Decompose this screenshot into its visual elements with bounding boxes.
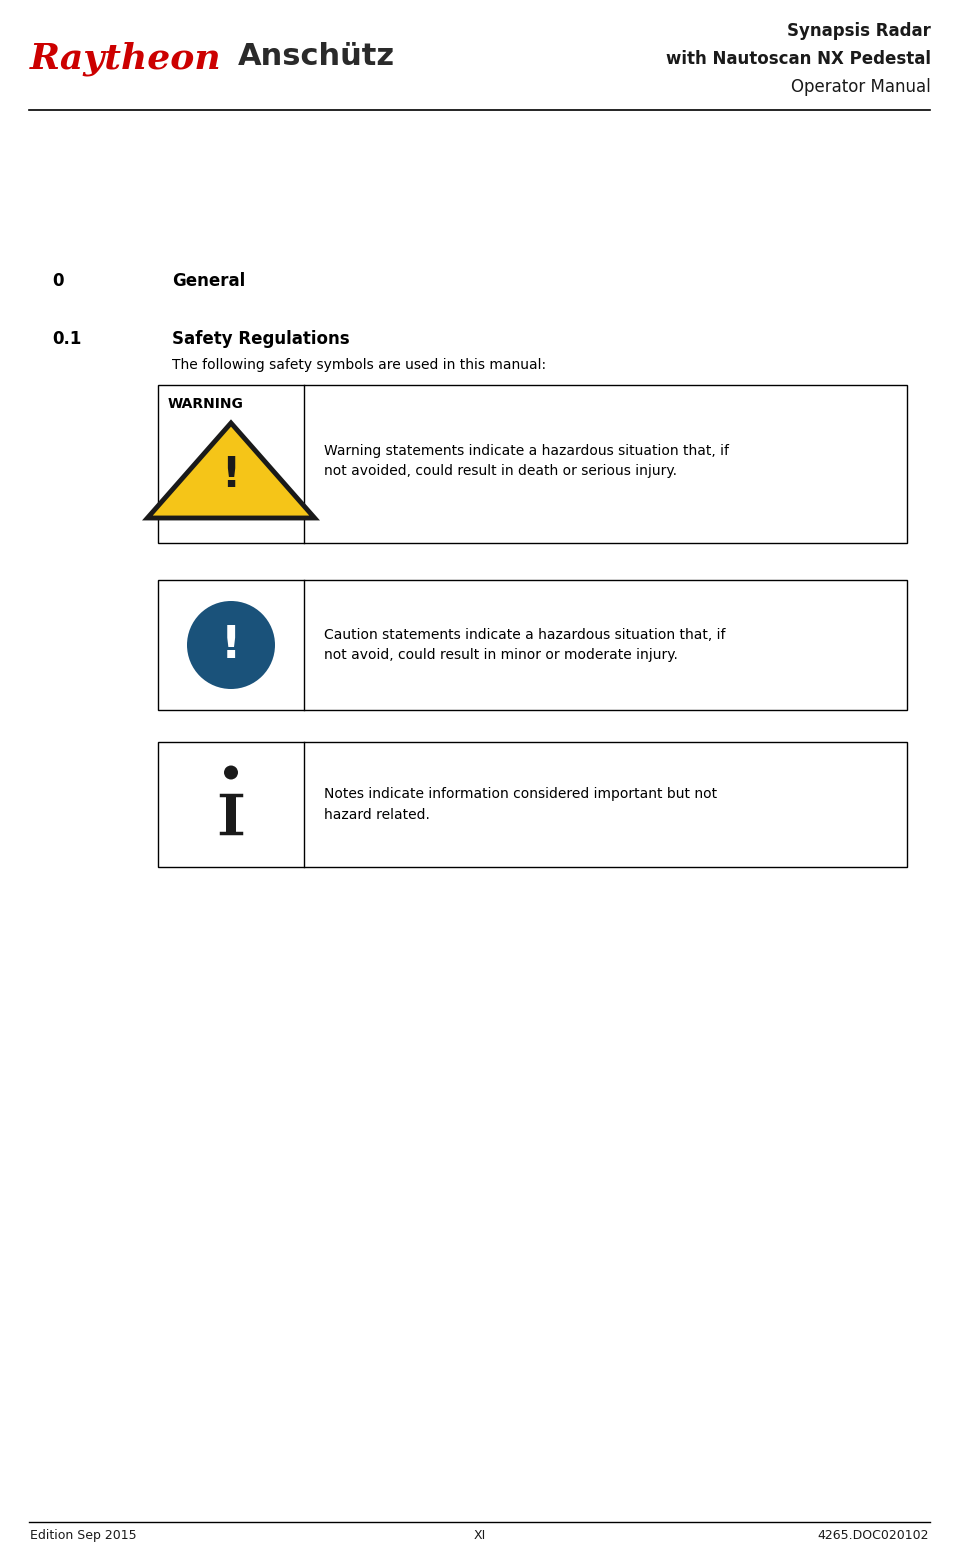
Polygon shape [148,422,315,518]
Text: with Nautoscan NX Pedestal: with Nautoscan NX Pedestal [666,50,931,67]
Text: 0.1: 0.1 [52,330,82,349]
Text: Warning statements indicate a hazardous situation that, if
not avoided, could re: Warning statements indicate a hazardous … [324,444,729,479]
Text: !: ! [222,454,241,496]
Text: 0: 0 [52,272,63,289]
Text: Edition Sep 2015: Edition Sep 2015 [30,1530,136,1542]
Text: Notes indicate information considered important but not
hazard related.: Notes indicate information considered im… [324,787,717,821]
Text: WARNING: WARNING [168,397,244,411]
Text: Caution statements indicate a hazardous situation that, if
not avoid, could resu: Caution statements indicate a hazardous … [324,627,726,662]
Text: The following safety symbols are used in this manual:: The following safety symbols are used in… [172,358,546,372]
Circle shape [187,601,275,690]
Bar [158,741,907,866]
Bar [158,385,907,543]
Text: General: General [172,272,246,289]
Text: Operator Manual: Operator Manual [791,78,931,95]
Circle shape [224,765,238,779]
Text: 4265.DOC020102: 4265.DOC020102 [817,1530,929,1542]
Bar [158,580,907,710]
Text: !: ! [221,624,241,666]
Text: Synapsis Radar: Synapsis Radar [787,22,931,41]
Text: Raytheon: Raytheon [30,42,222,77]
Text: XI: XI [474,1530,485,1542]
Text: Anschütz: Anschütz [238,42,395,70]
Bar [226,795,236,832]
Text: Safety Regulations: Safety Regulations [172,330,350,349]
